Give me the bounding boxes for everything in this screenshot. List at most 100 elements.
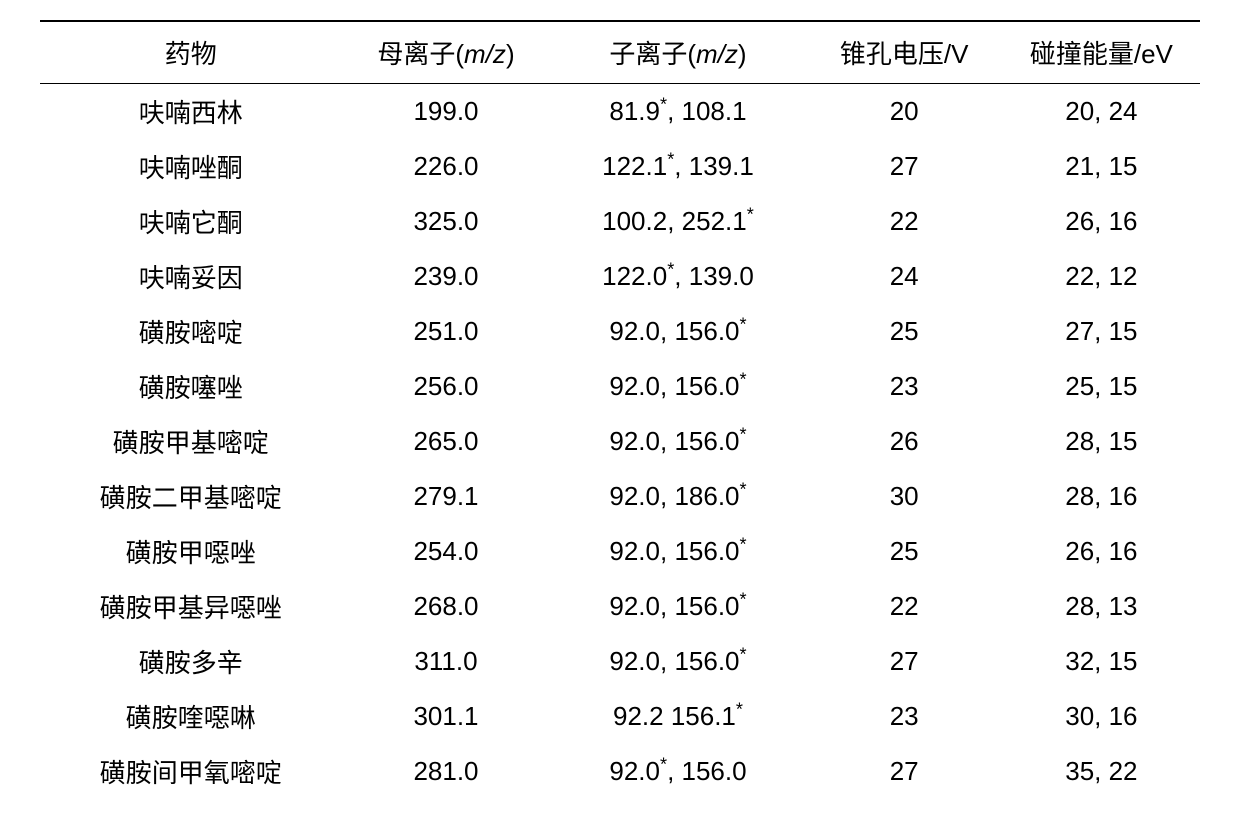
cell-cone-voltage: 22: [806, 579, 1003, 634]
daughter-suffix: ): [738, 39, 747, 69]
cell-parent-ion: 311.0: [342, 634, 551, 689]
table-row: 磺胺甲基异噁唑268.092.0, 156.0*2228, 13: [40, 579, 1200, 634]
cell-daughter-ion: 92.0*, 156.0: [550, 744, 805, 799]
cell-daughter-ion: 92.0, 156.0*: [550, 359, 805, 414]
cell-cone-voltage: 30: [806, 469, 1003, 524]
cell-drug: 磺胺嘧啶: [40, 304, 342, 359]
table-row: 磺胺甲基嘧啶265.092.0, 156.0*2628, 15: [40, 414, 1200, 469]
cell-parent-ion: 268.0: [342, 579, 551, 634]
cell-parent-ion: 254.0: [342, 524, 551, 579]
cell-collision-energy: 26, 16: [1003, 194, 1200, 249]
cell-cone-voltage: 25: [806, 304, 1003, 359]
cell-parent-ion: 265.0: [342, 414, 551, 469]
cell-collision-energy: 28, 15: [1003, 414, 1200, 469]
star-icon: *: [740, 369, 747, 389]
table-row: 呋喃它酮325.0100.2, 252.1*2226, 16: [40, 194, 1200, 249]
star-icon: *: [736, 699, 743, 719]
cell-cone-voltage: 27: [806, 139, 1003, 194]
cell-cone-voltage: 27: [806, 744, 1003, 799]
parent-prefix: 母离子(: [377, 39, 464, 69]
cell-daughter-ion: 92.0, 156.0*: [550, 304, 805, 359]
table-row: 磺胺二甲基嘧啶279.192.0, 186.0*3028, 16: [40, 469, 1200, 524]
cell-daughter-ion: 92.0, 156.0*: [550, 579, 805, 634]
cell-daughter-ion: 92.0, 156.0*: [550, 634, 805, 689]
table-header-row: 药物 母离子(m/z) 子离子(m/z) 锥孔电压/V 碰撞能量/eV: [40, 21, 1200, 84]
table-row: 磺胺多辛311.092.0, 156.0*2732, 15: [40, 634, 1200, 689]
star-icon: *: [660, 94, 667, 114]
cell-cone-voltage: 23: [806, 689, 1003, 744]
col-header-collision-energy: 碰撞能量/eV: [1003, 21, 1200, 84]
star-icon: *: [740, 644, 747, 664]
cell-daughter-ion: 92.2 156.1*: [550, 689, 805, 744]
col-header-drug: 药物: [40, 21, 342, 84]
cell-parent-ion: 256.0: [342, 359, 551, 414]
cell-cone-voltage: 22: [806, 194, 1003, 249]
table-row: 呋喃西林199.081.9*, 108.12020, 24: [40, 84, 1200, 140]
cell-drug: 磺胺甲噁唑: [40, 524, 342, 579]
ms-params-table: 药物 母离子(m/z) 子离子(m/z) 锥孔电压/V 碰撞能量/eV 呋喃西林…: [40, 20, 1200, 799]
cell-daughter-ion: 122.1*, 139.1: [550, 139, 805, 194]
cell-daughter-ion: 92.0, 156.0*: [550, 414, 805, 469]
cell-drug: 磺胺噻唑: [40, 359, 342, 414]
cell-parent-ion: 325.0: [342, 194, 551, 249]
mz-italic: m/z: [696, 39, 738, 69]
cell-collision-energy: 35, 22: [1003, 744, 1200, 799]
cell-drug: 磺胺甲基嘧啶: [40, 414, 342, 469]
table-row: 磺胺嘧啶251.092.0, 156.0*2527, 15: [40, 304, 1200, 359]
col-header-parent-ion: 母离子(m/z): [342, 21, 551, 84]
cell-drug: 磺胺喹噁啉: [40, 689, 342, 744]
star-icon: *: [660, 754, 667, 774]
cell-parent-ion: 281.0: [342, 744, 551, 799]
table-row: 磺胺喹噁啉301.192.2 156.1*2330, 16: [40, 689, 1200, 744]
cell-parent-ion: 239.0: [342, 249, 551, 304]
cell-cone-voltage: 24: [806, 249, 1003, 304]
cell-drug: 呋喃妥因: [40, 249, 342, 304]
cell-daughter-ion: 100.2, 252.1*: [550, 194, 805, 249]
cell-daughter-ion: 92.0, 186.0*: [550, 469, 805, 524]
star-icon: *: [740, 314, 747, 334]
mz-italic: m/z: [464, 39, 506, 69]
cell-parent-ion: 199.0: [342, 84, 551, 140]
table-body: 呋喃西林199.081.9*, 108.12020, 24呋喃唑酮226.012…: [40, 84, 1200, 800]
cell-parent-ion: 251.0: [342, 304, 551, 359]
cell-collision-energy: 27, 15: [1003, 304, 1200, 359]
cell-collision-energy: 21, 15: [1003, 139, 1200, 194]
cell-collision-energy: 26, 16: [1003, 524, 1200, 579]
cell-daughter-ion: 92.0, 156.0*: [550, 524, 805, 579]
table-row: 磺胺间甲氧嘧啶281.092.0*, 156.02735, 22: [40, 744, 1200, 799]
cell-parent-ion: 301.1: [342, 689, 551, 744]
cell-drug: 呋喃唑酮: [40, 139, 342, 194]
cell-cone-voltage: 26: [806, 414, 1003, 469]
cell-collision-energy: 22, 12: [1003, 249, 1200, 304]
star-icon: *: [740, 534, 747, 554]
col-header-cone-voltage: 锥孔电压/V: [806, 21, 1003, 84]
cell-collision-energy: 28, 16: [1003, 469, 1200, 524]
cell-parent-ion: 279.1: [342, 469, 551, 524]
col-header-daughter-ion: 子离子(m/z): [550, 21, 805, 84]
cell-drug: 磺胺二甲基嘧啶: [40, 469, 342, 524]
cell-daughter-ion: 81.9*, 108.1: [550, 84, 805, 140]
table-row: 磺胺甲噁唑254.092.0, 156.0*2526, 16: [40, 524, 1200, 579]
cell-cone-voltage: 27: [806, 634, 1003, 689]
cell-cone-voltage: 23: [806, 359, 1003, 414]
cell-cone-voltage: 25: [806, 524, 1003, 579]
cell-collision-energy: 25, 15: [1003, 359, 1200, 414]
cell-drug: 呋喃它酮: [40, 194, 342, 249]
cell-collision-energy: 28, 13: [1003, 579, 1200, 634]
parent-suffix: ): [506, 39, 515, 69]
cell-collision-energy: 30, 16: [1003, 689, 1200, 744]
cell-daughter-ion: 122.0*, 139.0: [550, 249, 805, 304]
star-icon: *: [740, 424, 747, 444]
table-row: 磺胺噻唑256.092.0, 156.0*2325, 15: [40, 359, 1200, 414]
cell-drug: 磺胺多辛: [40, 634, 342, 689]
daughter-prefix: 子离子(: [609, 39, 696, 69]
cell-drug: 呋喃西林: [40, 84, 342, 140]
cell-collision-energy: 20, 24: [1003, 84, 1200, 140]
star-icon: *: [747, 204, 754, 224]
cell-collision-energy: 32, 15: [1003, 634, 1200, 689]
star-icon: *: [740, 589, 747, 609]
star-icon: *: [740, 479, 747, 499]
cell-drug: 磺胺间甲氧嘧啶: [40, 744, 342, 799]
cell-parent-ion: 226.0: [342, 139, 551, 194]
table-row: 呋喃唑酮226.0122.1*, 139.12721, 15: [40, 139, 1200, 194]
